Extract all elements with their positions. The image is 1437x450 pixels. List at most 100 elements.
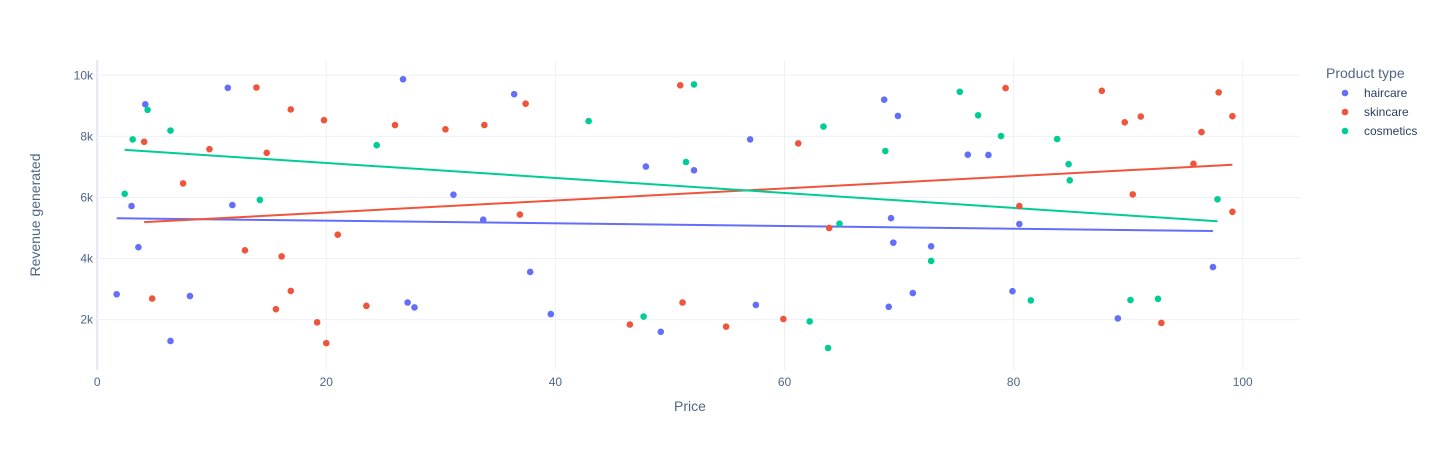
point-skincare[interactable] [1198, 128, 1205, 136]
point-haircare[interactable] [113, 290, 120, 298]
point-haircare[interactable] [885, 303, 893, 311]
point-skincare[interactable] [1137, 113, 1145, 120]
point-skincare[interactable] [206, 145, 213, 153]
point-skincare[interactable] [322, 339, 330, 347]
point-cosmetics[interactable] [585, 117, 592, 125]
point-skincare[interactable] [148, 295, 156, 302]
point-skincare[interactable] [334, 231, 342, 238]
point-cosmetics[interactable] [1027, 297, 1035, 304]
point-cosmetics[interactable] [1214, 195, 1221, 203]
point-haircare[interactable] [450, 191, 457, 198]
point-skincare[interactable] [626, 321, 634, 328]
point-cosmetics[interactable] [997, 132, 1005, 140]
point-haircare[interactable] [894, 112, 902, 120]
point-haircare[interactable] [224, 84, 232, 92]
point-cosmetics[interactable] [927, 257, 935, 265]
point-skincare[interactable] [481, 121, 488, 129]
point-skincare[interactable] [1229, 208, 1236, 216]
point-cosmetics[interactable] [1066, 177, 1074, 184]
point-cosmetics[interactable] [1154, 295, 1162, 303]
point-skincare[interactable] [1158, 319, 1165, 327]
point-cosmetics[interactable] [956, 88, 964, 96]
point-haircare[interactable] [746, 136, 754, 143]
point-skincare[interactable] [516, 211, 524, 218]
point-skincare[interactable] [363, 302, 370, 310]
point-skincare[interactable] [676, 82, 684, 89]
point-cosmetics[interactable] [820, 123, 827, 130]
point-haircare[interactable] [404, 299, 411, 306]
point-haircare[interactable] [229, 201, 236, 209]
point-haircare[interactable] [690, 166, 698, 174]
point-haircare[interactable] [135, 243, 142, 251]
point-haircare[interactable] [411, 304, 418, 311]
point-haircare[interactable] [547, 310, 555, 318]
point-haircare[interactable] [985, 151, 992, 159]
point-skincare[interactable] [1129, 191, 1137, 198]
point-skincare[interactable] [320, 116, 328, 124]
point-haircare[interactable] [1016, 220, 1023, 228]
point-skincare[interactable] [179, 180, 187, 187]
point-cosmetics[interactable] [640, 313, 647, 320]
point-skincare[interactable] [1098, 87, 1106, 95]
point-skincare[interactable] [522, 100, 529, 107]
point-haircare[interactable] [526, 268, 534, 276]
point-haircare[interactable] [399, 75, 407, 83]
point-haircare[interactable] [657, 328, 665, 336]
point-skincare[interactable] [780, 315, 787, 323]
point-haircare[interactable] [186, 292, 194, 300]
point-cosmetics[interactable] [882, 147, 889, 155]
point-cosmetics[interactable] [144, 106, 151, 114]
point-cosmetics[interactable] [121, 190, 128, 198]
point-skincare[interactable] [722, 323, 730, 330]
point-cosmetics[interactable] [1053, 135, 1061, 143]
point-skincare[interactable] [140, 138, 148, 146]
point-haircare[interactable] [880, 96, 888, 104]
point-skincare[interactable] [313, 319, 321, 326]
point-haircare[interactable] [752, 301, 760, 309]
point-skincare[interactable] [278, 253, 285, 260]
point-cosmetics[interactable] [806, 318, 814, 325]
point-cosmetics[interactable] [974, 111, 982, 119]
point-haircare[interactable] [510, 90, 518, 98]
point-haircare[interactable] [167, 337, 174, 345]
point-haircare[interactable] [964, 151, 972, 158]
point-cosmetics[interactable] [824, 344, 832, 352]
point-skincare[interactable] [272, 305, 280, 313]
point-haircare[interactable] [1114, 315, 1122, 322]
point-haircare[interactable] [887, 214, 895, 222]
legend-item-skincare[interactable]: skincare [1341, 105, 1409, 119]
point-skincare[interactable] [253, 84, 260, 91]
point-haircare[interactable] [909, 289, 917, 297]
point-haircare[interactable] [141, 100, 149, 108]
point-haircare[interactable] [128, 202, 135, 210]
point-haircare[interactable] [642, 163, 650, 170]
point-haircare[interactable] [479, 216, 487, 224]
point-skincare[interactable] [825, 224, 833, 232]
point-skincare[interactable] [679, 299, 686, 306]
point-haircare[interactable] [1009, 287, 1016, 295]
point-skincare[interactable] [1002, 84, 1009, 92]
point-cosmetics[interactable] [690, 81, 698, 88]
point-skincare[interactable] [263, 149, 271, 157]
legend-item-haircare[interactable]: haircare [1341, 86, 1408, 100]
point-skincare[interactable] [287, 106, 295, 113]
point-skincare[interactable] [287, 287, 295, 295]
point-haircare[interactable] [1209, 263, 1217, 271]
point-skincare[interactable] [1229, 112, 1236, 120]
point-skincare[interactable] [442, 126, 449, 133]
point-skincare[interactable] [241, 246, 249, 254]
point-cosmetics[interactable] [167, 127, 174, 134]
point-skincare[interactable] [1016, 202, 1023, 210]
point-cosmetics[interactable] [1127, 296, 1134, 304]
point-cosmetics[interactable] [129, 136, 136, 143]
point-cosmetics[interactable] [682, 158, 690, 166]
point-skincare[interactable] [1121, 119, 1129, 126]
point-haircare[interactable] [890, 239, 897, 246]
point-skincare[interactable] [1215, 89, 1222, 96]
point-skincare[interactable] [1190, 160, 1197, 168]
point-haircare[interactable] [927, 243, 935, 250]
legend-item-cosmetics[interactable]: cosmetics [1341, 124, 1418, 138]
point-skincare[interactable] [794, 140, 802, 147]
point-skincare[interactable] [391, 121, 399, 129]
point-cosmetics[interactable] [836, 220, 843, 228]
